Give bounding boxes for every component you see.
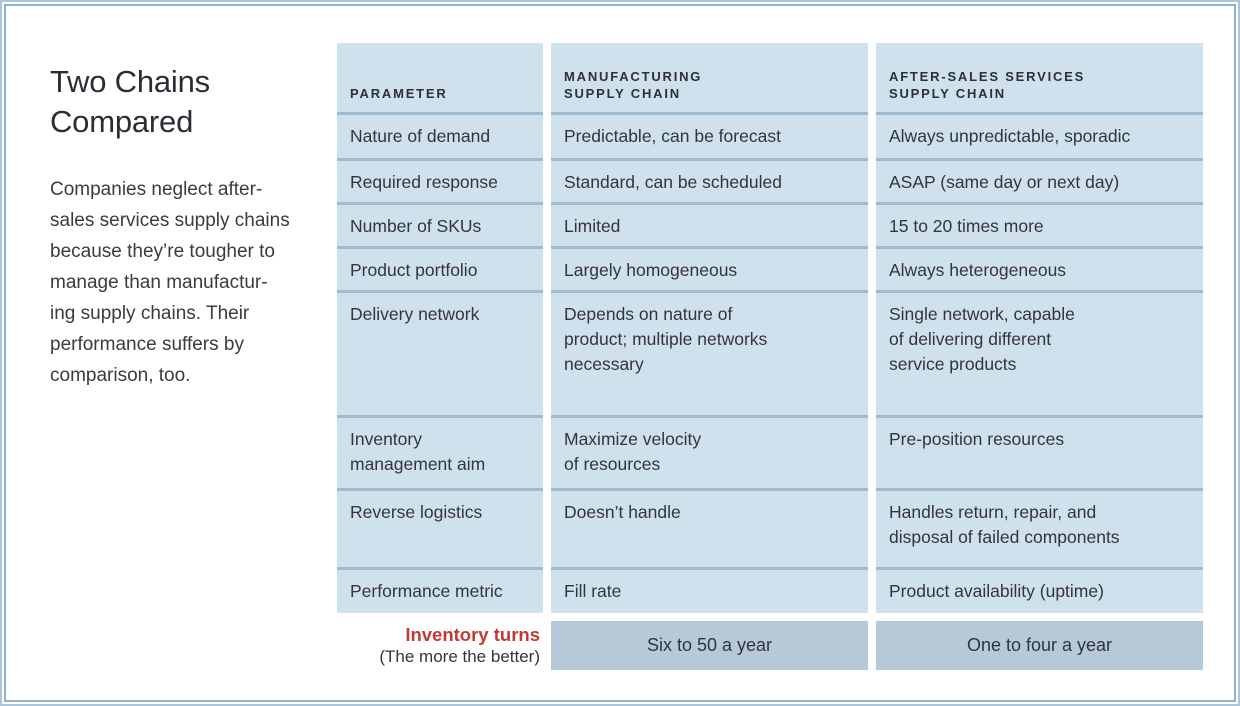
table-cell-manufacturing: Limited <box>551 202 868 246</box>
table-cell-parameter: Delivery network <box>337 290 543 415</box>
inventory-turns-manufacturing-value: Six to 50 a year <box>551 621 868 670</box>
table-cell-manufacturing: Predictable, can be forecast <box>551 112 868 158</box>
table-cell-manufacturing: Doesn’t handle <box>551 488 868 567</box>
inventory-turns-title: Inventory turns <box>405 624 540 645</box>
table-cell-parameter: Inventory management aim <box>337 415 543 488</box>
exhibit-title: Two Chains Compared <box>50 64 210 139</box>
table-cell-manufacturing: Maximize velocity of resources <box>551 415 868 488</box>
table-cell-parameter: Required response <box>337 158 543 202</box>
table-cell-after-sales: Always unpredictable, sporadic <box>876 112 1203 158</box>
exhibit-description: Companies neglect after- sales services … <box>50 179 290 386</box>
table-cell-after-sales: ASAP (same day or next day) <box>876 158 1203 202</box>
table-cell-after-sales: Always heterogeneous <box>876 246 1203 290</box>
table-cell-after-sales: Pre-position resources <box>876 415 1203 488</box>
table-cell-manufacturing: Depends on nature of product; multiple n… <box>551 290 868 415</box>
table-cell-parameter: Product portfolio <box>337 246 543 290</box>
table-cell-after-sales: 15 to 20 times more <box>876 202 1203 246</box>
table-cell-parameter: Number of SKUs <box>337 202 543 246</box>
column-header-manufacturing: MANUFACTURING SUPPLY CHAIN <box>551 43 868 112</box>
table-cell-manufacturing: Standard, can be scheduled <box>551 158 868 202</box>
column-header-after-sales: AFTER-SALES SERVICES SUPPLY CHAIN <box>876 43 1203 112</box>
table-cell-parameter: Performance metric <box>337 567 543 613</box>
inventory-turns-subtitle: (The more the better) <box>379 647 540 666</box>
table-cell-after-sales: Single network, capable of delivering di… <box>876 290 1203 415</box>
table-cell-after-sales: Handles return, repair, and disposal of … <box>876 488 1203 567</box>
table-cell-parameter: Nature of demand <box>337 112 543 158</box>
comparison-table: PARAMETER MANUFACTURING SUPPLY CHAIN AFT… <box>337 43 1203 613</box>
inventory-turns-after-sales-value: One to four a year <box>876 621 1203 670</box>
table-cell-manufacturing: Fill rate <box>551 567 868 613</box>
inventory-turns-row: Inventory turns (The more the better) Si… <box>337 621 1203 670</box>
table-cell-manufacturing: Largely homogeneous <box>551 246 868 290</box>
table-cell-parameter: Reverse logistics <box>337 488 543 567</box>
column-header-parameter: PARAMETER <box>337 43 543 112</box>
inventory-turns-label: Inventory turns (The more the better) <box>337 621 543 670</box>
table-cell-after-sales: Product availability (uptime) <box>876 567 1203 613</box>
